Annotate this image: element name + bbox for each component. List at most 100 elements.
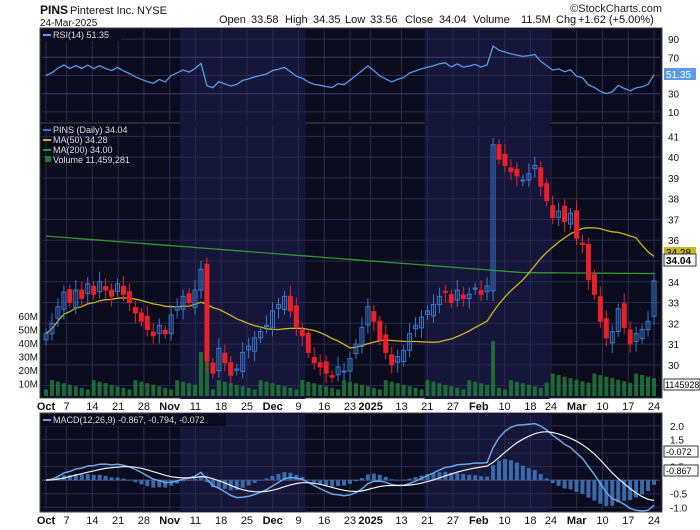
macd-histogram-bar [508, 460, 513, 481]
chg-label: Chg [556, 14, 576, 26]
volume-bar [383, 380, 388, 396]
price-tick-label: 38 [668, 195, 680, 206]
macd-line-tag [663, 464, 699, 477]
candle-body [91, 285, 97, 295]
macd-histogram-bar [348, 480, 352, 484]
candle-body [621, 303, 627, 328]
volume-bar [145, 383, 150, 396]
volume-bar [520, 383, 525, 396]
macd-histogram-bar [312, 480, 317, 483]
volume-bar [502, 389, 507, 396]
macd-histogram-bar [616, 480, 621, 503]
macd-histogram-bar [193, 478, 198, 481]
x-axis-label: 10 [498, 401, 510, 413]
macd-histogram-bar [216, 480, 221, 488]
volume-bar [628, 382, 633, 396]
volume-bar [342, 380, 347, 396]
macd-histogram-bar [580, 480, 585, 494]
macd-histogram-bar [389, 479, 394, 481]
volume-bar [318, 384, 323, 396]
macd-histogram-bar [652, 480, 656, 485]
candle-body [609, 331, 615, 344]
price-value-tag [663, 253, 697, 267]
x-axis-label: 23 [344, 515, 356, 527]
candle-body [115, 283, 121, 292]
candlesticks [43, 137, 657, 386]
volume-tick-label: 10M [19, 380, 38, 391]
high-value: 34.35 [313, 14, 341, 26]
candle-body [615, 308, 621, 333]
volume-bar [121, 387, 126, 396]
x-axis-label: 9 [295, 515, 301, 527]
volume-bar [604, 376, 609, 396]
macd-histogram-bar [497, 460, 502, 481]
macd-histogram-bar [222, 480, 227, 489]
macd-histogram-bar [586, 480, 591, 498]
candle-body [180, 295, 186, 310]
candle-body [204, 263, 210, 362]
macd-histogram-bar [544, 478, 549, 481]
rsi-tick-label: 70 [668, 53, 680, 64]
macd-histogram-bar [318, 480, 323, 485]
volume-bar [222, 381, 227, 396]
volume-bar [133, 380, 138, 396]
volume-legend: Volume 11,459,281 [53, 155, 130, 165]
volume-bar [193, 384, 198, 396]
volume-bar [294, 389, 299, 396]
x-axis-label: 18 [524, 515, 536, 527]
x-axis-label: 10 [596, 401, 608, 413]
macd-histogram-bar [371, 473, 376, 481]
candle-body [97, 281, 103, 293]
macd-histogram-bar [634, 480, 639, 498]
macd-histogram-bar [198, 476, 203, 481]
macd-histogram-bar [491, 465, 496, 481]
macd-histogram-bar [181, 480, 186, 482]
x-axis-label: 2025 [358, 401, 382, 413]
macd-histogram-bar [574, 480, 579, 492]
macd-histogram-bar [139, 480, 144, 485]
macd-histogram-bar [502, 459, 507, 481]
volume-bar [598, 375, 603, 396]
macd-histogram-bar [79, 474, 84, 481]
candle-body [186, 293, 192, 304]
chg-value: +1.62 (+5.00%) [578, 14, 654, 26]
candle-body [436, 295, 442, 306]
macd-histogram-bar [359, 478, 364, 481]
candle-body [442, 290, 448, 293]
volume-bar [67, 384, 72, 396]
candle-body [627, 329, 633, 345]
candle-body [109, 289, 115, 297]
volume-tick-label: 50M [19, 326, 38, 337]
candle-body [49, 322, 55, 335]
volume-tick-label: 60M [19, 312, 38, 323]
ma-value-tag [664, 247, 696, 258]
volume-bar [652, 378, 656, 396]
volume-value-tag [663, 378, 700, 391]
x-axis-label: 14 [86, 515, 98, 527]
macd-histogram-bar [163, 480, 168, 488]
macd-histogram-bar [383, 476, 388, 481]
candle-body [174, 306, 180, 311]
candle-body [407, 333, 413, 351]
candle-body [490, 144, 496, 292]
volume-tick-label: 30M [19, 353, 38, 364]
volume-bar [449, 386, 454, 396]
macd-histogram-bar [407, 478, 412, 481]
volume-value: 11.5M [521, 14, 551, 26]
candle-body [85, 283, 91, 294]
volume-bar [467, 380, 472, 396]
low-value: 33.56 [370, 14, 398, 26]
candle-body [275, 304, 281, 309]
macd-histogram-bar [300, 476, 305, 481]
candle-body [258, 331, 264, 339]
x-axis-label: 27 [447, 515, 459, 527]
volume-bar [497, 387, 502, 396]
volume-bar [365, 386, 370, 396]
macd-histogram-bar [103, 475, 108, 481]
volume-bar [169, 389, 174, 396]
candle-body [645, 320, 651, 331]
candle-body [228, 362, 234, 376]
x-axis-label: 23 [344, 401, 356, 413]
volume-bar [115, 386, 120, 396]
x-axis-label: 21 [421, 515, 433, 527]
